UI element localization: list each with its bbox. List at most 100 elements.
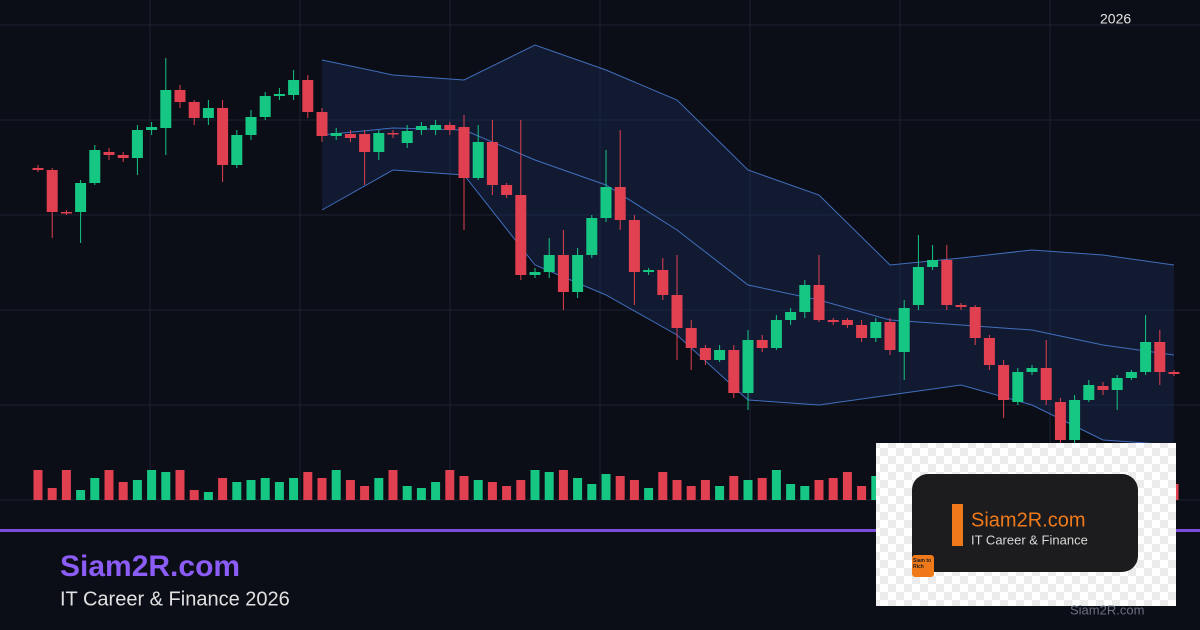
volume-bar [118,482,128,500]
volume-bar [558,470,568,500]
candle-body [728,350,740,393]
candle-body [1026,368,1038,372]
candle-body [955,305,967,307]
volume-bar [345,480,355,500]
volume-bar [473,480,483,500]
candle-body [628,220,640,272]
volume-bar [260,478,270,500]
candle-body [174,90,186,102]
volume-bar [743,480,753,500]
volume-bar [303,472,313,500]
candle-body [344,134,356,138]
band-upper [321,44,1175,266]
candle-body [856,325,868,338]
candle-body [458,127,470,178]
volume-bar [800,486,810,500]
volume-bar [814,480,824,500]
volume-bar [842,472,852,500]
candle-body [586,218,598,255]
candle-body [103,152,115,155]
volume-bar [189,490,199,500]
volume-bar [445,470,455,500]
volume-bar [104,470,114,500]
grid [0,0,1200,501]
candle-body [898,308,910,352]
volume-bar [715,486,725,500]
candle-body [46,170,58,212]
volume-bar [175,470,185,500]
candle-body [827,320,839,322]
volume-bar [47,488,57,500]
volume-bar [274,482,284,500]
volume-bar [33,470,43,500]
candle-body [1168,372,1180,374]
logo-badge-box: Siam to Rich [913,558,932,570]
candle-body [813,285,825,320]
candle-body [699,348,711,360]
candle-body [401,131,413,143]
candle-body [387,133,399,135]
candle-body [1125,372,1137,378]
candle-body [600,187,612,218]
logo-accent [952,504,963,546]
candle-body [912,267,924,305]
logo-panel [912,474,1138,572]
volume-bar [147,470,157,500]
volume-bar [374,478,384,500]
candle-body [870,322,882,338]
volume-bar [402,486,412,500]
candle-body [614,187,626,220]
volume-bar [615,476,625,500]
volume-bar [132,480,142,500]
volume-bar [871,476,881,500]
volume-bar [573,478,583,500]
candle-body [486,142,498,185]
candle-body [273,94,285,96]
volume-bar [644,488,654,500]
candle-body [32,168,44,170]
volume-bar [388,470,398,500]
volume-bar [502,486,512,500]
candle-body [501,185,513,195]
watermark: Siam2R.com [1070,602,1144,617]
volume-bar [516,480,526,500]
candle-body [529,272,541,275]
candle-body [1083,385,1095,400]
logo-card: Siam2R.com IT Career & Finance Siam to R… [876,443,1176,606]
volume-bar [601,474,611,500]
candle-body [671,295,683,328]
candle-body [742,340,754,393]
candle-body [884,322,896,350]
band-fill [322,45,1174,445]
volume-bar [487,482,497,500]
candle-body [89,150,101,183]
candle-body [1140,342,1152,372]
candle-body [1154,342,1166,372]
divider [0,529,1200,532]
volume-bar [530,470,540,500]
candle-body [202,108,214,118]
volume-bar [289,478,299,500]
candle-body [927,260,939,267]
volume-bar [729,476,739,500]
candle-body [785,312,797,320]
volume-bar [76,490,86,500]
candle-body [373,133,385,152]
candle-body [146,127,158,130]
candle-body [1054,402,1066,440]
candle-body [714,350,726,360]
candle-body [316,112,328,136]
candle-body [117,155,129,158]
candle-body [557,255,569,292]
candle-body [131,130,143,158]
volume-bar [587,484,597,500]
candle-body [245,117,257,135]
candle-body [160,90,172,128]
volume-bar [232,482,242,500]
candle-body [231,135,243,165]
volume-bar [786,484,796,500]
candle-body [941,260,953,305]
volume-bar [700,480,710,500]
logo-badge-text: Siam to Rich [913,558,932,570]
